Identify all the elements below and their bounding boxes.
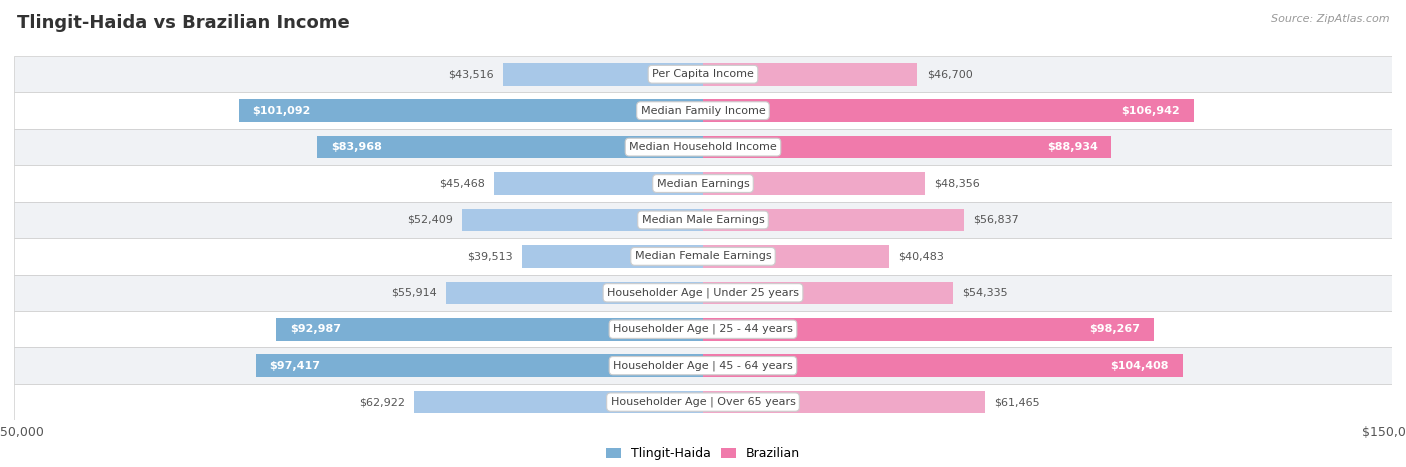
Text: $83,968: $83,968 (332, 142, 382, 152)
Text: $106,942: $106,942 (1122, 106, 1181, 116)
Bar (14, 311, 1392, 347)
Bar (14, 56, 1392, 92)
Text: $101,092: $101,092 (253, 106, 311, 116)
Text: Median Female Earnings: Median Female Earnings (634, 251, 772, 262)
Text: $61,465: $61,465 (994, 397, 1040, 407)
Text: $56,837: $56,837 (973, 215, 1019, 225)
Text: $55,914: $55,914 (391, 288, 437, 298)
Bar (14, 275, 1392, 311)
Text: Householder Age | Over 65 years: Householder Age | Over 65 years (610, 397, 796, 407)
Text: $46,700: $46,700 (927, 69, 973, 79)
Bar (703, 318, 1154, 340)
Text: $45,468: $45,468 (439, 178, 485, 189)
Bar (522, 245, 703, 268)
Bar (14, 238, 1392, 275)
Text: $54,335: $54,335 (962, 288, 1007, 298)
Bar (703, 172, 925, 195)
Bar (703, 136, 1112, 158)
Text: $104,408: $104,408 (1111, 361, 1168, 371)
Text: Householder Age | 25 - 44 years: Householder Age | 25 - 44 years (613, 324, 793, 334)
Bar (703, 209, 965, 231)
Bar (413, 391, 703, 413)
Text: Tlingit-Haida vs Brazilian Income: Tlingit-Haida vs Brazilian Income (17, 14, 350, 32)
Bar (14, 165, 1392, 202)
Bar (703, 99, 1194, 122)
Bar (703, 282, 952, 304)
Bar (14, 129, 1392, 165)
Text: $43,516: $43,516 (449, 69, 494, 79)
Bar (494, 172, 703, 195)
Bar (14, 384, 1392, 420)
Text: Median Earnings: Median Earnings (657, 178, 749, 189)
Bar (703, 245, 889, 268)
Bar (239, 99, 703, 122)
Bar (503, 63, 703, 85)
Bar (703, 391, 986, 413)
Bar (14, 92, 1392, 129)
Text: $97,417: $97,417 (270, 361, 321, 371)
Bar (14, 347, 1392, 384)
Bar (703, 63, 918, 85)
Text: Median Household Income: Median Household Income (628, 142, 778, 152)
Bar (276, 318, 703, 340)
Bar (463, 209, 703, 231)
Text: Per Capita Income: Per Capita Income (652, 69, 754, 79)
Text: $40,483: $40,483 (898, 251, 943, 262)
Text: $48,356: $48,356 (934, 178, 980, 189)
Legend: Tlingit-Haida, Brazilian: Tlingit-Haida, Brazilian (600, 442, 806, 465)
Text: $52,409: $52,409 (408, 215, 453, 225)
Bar (446, 282, 703, 304)
Text: Householder Age | 45 - 64 years: Householder Age | 45 - 64 years (613, 361, 793, 371)
Text: $62,922: $62,922 (359, 397, 405, 407)
Text: Source: ZipAtlas.com: Source: ZipAtlas.com (1271, 14, 1389, 24)
Text: $92,987: $92,987 (290, 324, 340, 334)
Text: $98,267: $98,267 (1090, 324, 1140, 334)
Text: Median Male Earnings: Median Male Earnings (641, 215, 765, 225)
Bar (318, 136, 703, 158)
Bar (14, 202, 1392, 238)
Bar (703, 354, 1182, 377)
Text: Householder Age | Under 25 years: Householder Age | Under 25 years (607, 288, 799, 298)
Text: $88,934: $88,934 (1047, 142, 1098, 152)
Text: Median Family Income: Median Family Income (641, 106, 765, 116)
Text: $39,513: $39,513 (467, 251, 512, 262)
Bar (256, 354, 703, 377)
